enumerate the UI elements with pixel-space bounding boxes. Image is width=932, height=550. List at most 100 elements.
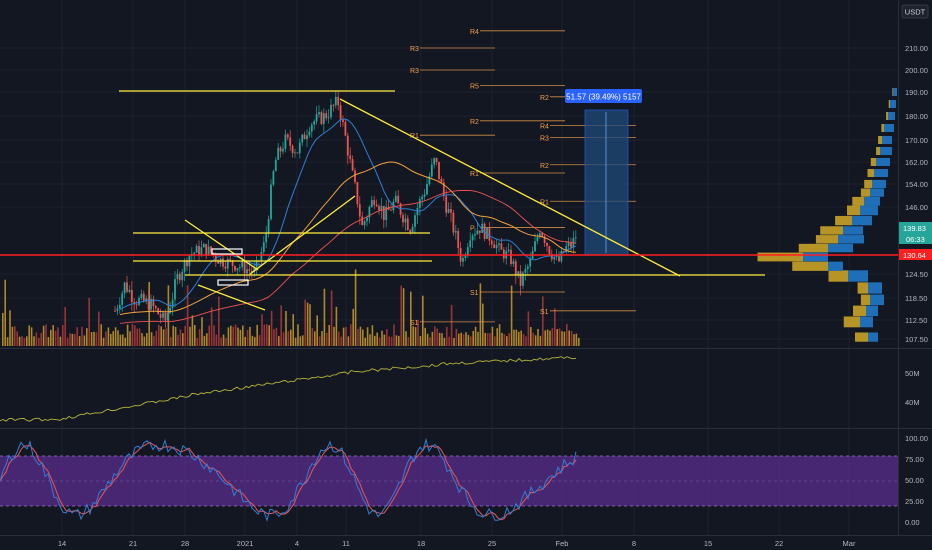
candle-body (361, 216, 364, 225)
candle-body (553, 257, 556, 260)
volume-bar (134, 325, 136, 346)
profile-bar-buy (882, 136, 892, 144)
stoch-tick-label: 100.00 (905, 434, 928, 443)
candle-body (265, 233, 268, 243)
time-tick-label: 22 (775, 539, 783, 548)
pivot-label: S1 (470, 290, 479, 297)
candle-body (154, 306, 157, 309)
volume-bar (309, 304, 311, 346)
volume-bar (347, 336, 350, 346)
candle-body (430, 164, 433, 177)
candle-body (236, 268, 239, 271)
obv-line (0, 356, 577, 422)
volume-bar (215, 334, 218, 346)
volume-bar (198, 329, 201, 346)
volume-bar (381, 330, 383, 346)
wedge-upper-line[interactable] (184, 219, 259, 271)
moving-averages (119, 118, 577, 324)
profile-bar-sell (888, 100, 890, 108)
volume-bar (575, 333, 578, 346)
volume-bar (494, 336, 496, 346)
ma-orange-line (119, 161, 577, 316)
volume-bar (357, 328, 359, 346)
volume-bar (150, 332, 153, 346)
volume-bar (441, 333, 443, 346)
volume-bar (114, 327, 117, 346)
ascending-channel-line[interactable] (249, 195, 356, 275)
volume-bar (191, 315, 194, 346)
descending-trendline[interactable] (339, 98, 681, 277)
volume-bar (515, 329, 518, 346)
volume-bar (33, 336, 35, 346)
candle-body (186, 260, 188, 267)
candle-body (526, 266, 529, 269)
volume-bar (23, 337, 26, 346)
volume-bar (218, 296, 220, 346)
candle-body (421, 196, 424, 200)
candle-body (351, 159, 354, 171)
volume-bar (38, 337, 40, 346)
obv-tick-label: 50M (905, 369, 920, 378)
price-tick-label: 107.50 (905, 335, 928, 344)
volume-bar (376, 332, 378, 346)
candle-body (123, 282, 126, 294)
volume-bar (302, 335, 304, 346)
profile-bar-sell (860, 188, 870, 197)
volume-bar (297, 324, 299, 346)
candle-body (318, 112, 320, 115)
pivot-label: S1 (540, 309, 549, 316)
stoch-rsi-pane[interactable] (0, 437, 898, 523)
time-axis[interactable]: 14 21 28 2021 4 11 18 25 Feb 8 15 22 Mar (58, 539, 856, 548)
candle-body (207, 246, 210, 255)
price-pane[interactable]: R3 R4 R3 R5 R2 R2 R4 R1 R3 R1 R2 R1 P S1 S1 S1 51.57 (3… (0, 29, 898, 346)
price-tick-label: 162.00 (905, 158, 928, 167)
candle-body (382, 205, 385, 221)
volume-bar (194, 325, 196, 346)
volume-bar (412, 326, 414, 346)
trendlines[interactable] (0, 90, 898, 311)
candle-body (174, 279, 176, 300)
volume-bar (122, 334, 124, 346)
profile-bar-buy (890, 100, 896, 108)
obv-axis[interactable]: 50M 40M (905, 369, 920, 407)
volume-bar (18, 336, 21, 346)
candle-body (442, 182, 445, 197)
pivot-label: R2 (540, 163, 549, 170)
candle-body (334, 96, 337, 106)
candle-body (512, 261, 515, 264)
stoch-axis[interactable]: 100.00 75.00 50.00 25.00 0.00 (905, 434, 928, 527)
candle-body (164, 312, 167, 321)
volume-bar (436, 328, 438, 346)
candle-body (198, 245, 200, 256)
profile-bar-buy (876, 158, 890, 166)
candle-body (529, 258, 532, 267)
price-tag-countdown: 06:33 (906, 235, 925, 244)
volume-bar (518, 331, 520, 346)
volume-bar (378, 337, 381, 346)
currency-badge[interactable] (901, 4, 929, 19)
candle-body (183, 260, 186, 272)
volume-bar (374, 335, 376, 346)
pivot-label: R3 (540, 136, 549, 143)
candle-body (166, 313, 169, 321)
volume-bar (93, 331, 95, 346)
wedge-lower-line[interactable] (197, 284, 266, 311)
volume-bar (496, 328, 498, 346)
profile-bar-buy (828, 261, 843, 271)
volume-bar (11, 326, 14, 346)
profile-bar-sell (878, 136, 882, 144)
volume-bar (501, 332, 503, 346)
volume-bar (59, 336, 62, 346)
profile-bar-buy (893, 88, 897, 96)
candle-body (464, 255, 467, 259)
volume-bar (470, 336, 472, 346)
stoch-d-line (0, 441, 577, 521)
candle-body (550, 253, 553, 260)
price-axis[interactable]: 210.00 200.00 190.00 180.00 170.00 162.00 154.… (905, 44, 928, 344)
candle-body (262, 242, 265, 253)
volume-bar (525, 336, 527, 346)
candle-body (114, 310, 116, 312)
obv-pane[interactable] (0, 356, 577, 422)
profile-bar-buy (828, 243, 853, 253)
